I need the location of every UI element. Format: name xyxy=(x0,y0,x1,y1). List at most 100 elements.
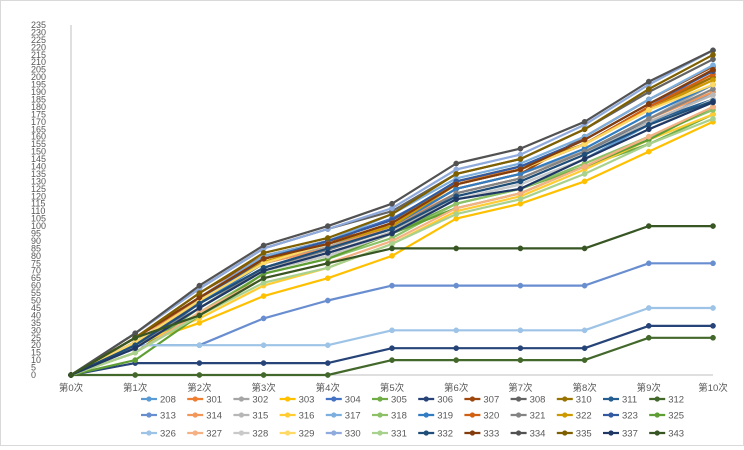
data-point xyxy=(324,223,331,229)
y-tick-label: 235 xyxy=(31,20,46,30)
legend-label: 304 xyxy=(345,395,361,406)
legend-label: 318 xyxy=(391,411,407,422)
x-tick-label: 第5次 xyxy=(380,382,405,394)
y-tick-label: 40 xyxy=(31,310,41,320)
data-point xyxy=(68,372,74,378)
data-point xyxy=(710,99,716,106)
legend-marker xyxy=(516,412,522,418)
data-point xyxy=(517,166,524,173)
legend-marker xyxy=(562,430,568,436)
legend-marker xyxy=(192,396,198,402)
legend-item: 328 xyxy=(233,429,268,440)
legend-item: 326 xyxy=(141,429,176,440)
data-point xyxy=(453,171,460,177)
legend-marker xyxy=(146,396,152,402)
data-point xyxy=(260,255,267,262)
data-point xyxy=(196,290,203,296)
legend-marker xyxy=(285,396,291,402)
legend-marker xyxy=(192,412,198,418)
data-point xyxy=(389,245,395,252)
data-point xyxy=(645,260,652,267)
legend-item: 305 xyxy=(372,395,407,406)
y-tick-label: 10 xyxy=(31,355,41,365)
x-tick-label: 第2次 xyxy=(187,382,212,394)
data-point xyxy=(710,81,716,88)
legend-item: 306 xyxy=(418,395,453,406)
data-point xyxy=(453,282,460,289)
y-tick-label: 135 xyxy=(31,169,46,179)
data-point xyxy=(324,275,331,282)
data-point xyxy=(581,178,588,185)
legend-item: 314 xyxy=(187,411,222,422)
data-point xyxy=(196,312,203,319)
legend-item: 208 xyxy=(141,395,176,406)
legend-marker xyxy=(146,430,152,436)
y-tick-label: 100 xyxy=(31,221,46,231)
legend-label: 311 xyxy=(622,395,637,406)
data-point xyxy=(132,334,139,341)
data-point xyxy=(517,245,524,252)
legend-item: 337 xyxy=(603,429,638,440)
legend-marker xyxy=(654,396,660,402)
data-point xyxy=(324,342,331,349)
y-tick-label: 190 xyxy=(31,87,46,97)
data-point xyxy=(453,327,460,334)
data-point xyxy=(710,51,716,58)
y-tick-label: 60 xyxy=(31,281,41,291)
y-tick-label: 185 xyxy=(31,94,46,104)
data-point xyxy=(581,245,588,252)
y-tick-label: 90 xyxy=(31,236,41,246)
data-point xyxy=(581,136,588,143)
legend-item: 322 xyxy=(556,411,592,422)
legend-item: 323 xyxy=(603,411,638,422)
legend-marker xyxy=(654,412,660,418)
legend-marker xyxy=(192,430,198,436)
data-point xyxy=(260,342,267,349)
data-point xyxy=(389,230,395,237)
data-point xyxy=(132,372,139,378)
legend-item: 316 xyxy=(279,411,314,422)
data-point xyxy=(645,101,652,107)
legend-label: 313 xyxy=(160,411,176,422)
legend-label: 320 xyxy=(483,411,499,422)
data-point xyxy=(581,282,588,289)
legend-marker xyxy=(608,430,614,436)
x-tick-label: 第8次 xyxy=(572,382,597,394)
legend-item: 312 xyxy=(649,395,684,406)
legend-label: 314 xyxy=(206,411,222,422)
legend-marker xyxy=(238,430,244,436)
data-point xyxy=(517,178,524,185)
data-point xyxy=(645,148,652,155)
legend-item: 311 xyxy=(603,395,637,406)
data-point xyxy=(389,200,395,207)
legend-marker xyxy=(562,396,568,402)
legend-marker xyxy=(331,430,337,436)
y-tick-label: 175 xyxy=(31,109,46,119)
data-point xyxy=(710,305,716,311)
legend-label: 323 xyxy=(622,411,638,422)
legend-item: 317 xyxy=(325,411,361,422)
data-point xyxy=(324,260,331,267)
legend-marker xyxy=(469,430,475,436)
data-point xyxy=(710,334,716,341)
legend-label: 334 xyxy=(530,429,546,440)
data-point xyxy=(645,323,652,329)
data-point xyxy=(645,115,652,122)
data-point xyxy=(517,357,524,363)
legend-label: 308 xyxy=(530,395,546,406)
x-tick-label: 第4次 xyxy=(316,382,341,394)
legend-item: 304 xyxy=(325,395,361,406)
y-tick-label: 165 xyxy=(31,124,46,134)
legend-item: 302 xyxy=(233,395,268,406)
legend-marker xyxy=(608,412,614,418)
data-point xyxy=(710,66,716,73)
x-tick-label: 第1次 xyxy=(123,382,148,394)
y-tick-label: 110 xyxy=(31,206,45,216)
legend-marker xyxy=(423,396,429,402)
x-tick-label: 第6次 xyxy=(444,382,469,394)
data-point xyxy=(453,181,460,188)
legend-label: 208 xyxy=(160,395,176,406)
y-tick-label: 205 xyxy=(31,65,46,75)
data-point xyxy=(453,245,460,252)
